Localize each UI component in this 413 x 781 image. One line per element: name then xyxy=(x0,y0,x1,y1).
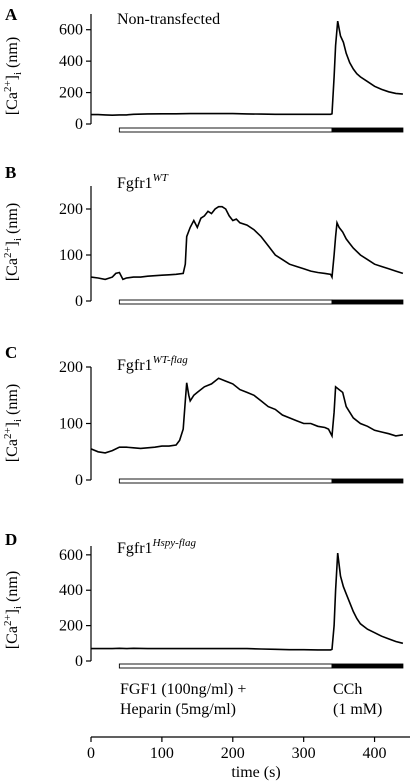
calcium-trace-line xyxy=(90,377,404,454)
y-axis: 0 100 200 xyxy=(59,359,92,489)
panel-letter: B xyxy=(5,163,16,182)
cch-treatment-bar xyxy=(331,127,404,133)
y-tick-label: 600 xyxy=(59,22,83,39)
y-tick-label: 600 xyxy=(59,547,83,564)
y-tick-label: 200 xyxy=(59,201,83,218)
y-axis-label: [Ca2+]i (nm) xyxy=(2,203,24,281)
panel-letter: D xyxy=(5,530,17,549)
y-axis: 0 200 400 600 xyxy=(59,546,92,670)
time-axis-ticks: 0 100 200 300 400 xyxy=(87,737,387,762)
y-tick-label: 200 xyxy=(59,85,83,102)
x-tick-label: 300 xyxy=(292,745,316,762)
x-tick-label: 0 xyxy=(87,745,95,762)
panel-title: Non-transfected xyxy=(117,11,220,28)
fgf1-treatment-bar xyxy=(118,478,333,484)
fgf1-label-line2: Heparin (5mg/ml) xyxy=(120,701,236,718)
fgf1-label-line1: FGF1 (100ng/ml) + xyxy=(120,681,246,698)
y-tick-label: 0 xyxy=(75,653,83,670)
x-tick-label: 400 xyxy=(363,745,387,762)
y-axis: 0 100 200 xyxy=(59,186,92,310)
panel-c: C Fgfr1WT-flag [Ca2+]i (nm) 0 100 200 xyxy=(2,343,404,489)
y-axis-label: [Ca2+]i (nm) xyxy=(2,571,24,649)
panel-letter: C xyxy=(5,343,17,362)
cch-treatment-bar xyxy=(331,663,404,669)
time-axis: 0 100 200 300 400 time (s) xyxy=(87,736,410,781)
y-tick-label: 100 xyxy=(59,416,83,433)
y-tick-label: 200 xyxy=(59,359,83,376)
y-tick-label: 200 xyxy=(59,618,83,635)
y-tick-label: 100 xyxy=(59,247,83,264)
panel-title: Fgfr1Hspy-flag xyxy=(117,537,196,557)
treatment-labels: FGF1 (100ng/ml) + Heparin (5mg/ml) CCh (… xyxy=(120,681,382,718)
fgf1-treatment-bar xyxy=(118,299,333,305)
panel-title: Fgfr1WT xyxy=(117,172,169,192)
panel-a: A Non-transfected [Ca2+]i (nm) 0 200 400 60… xyxy=(2,5,404,133)
y-tick-label: 0 xyxy=(75,116,83,133)
cch-label-line2: (1 mM) xyxy=(333,701,382,718)
y-tick-label: 0 xyxy=(75,293,83,310)
panel-d: D Fgfr1Hspy-flag [Ca2+]i (nm) 0 200 400 600 xyxy=(2,530,404,670)
cch-treatment-bar xyxy=(331,478,404,484)
y-tick-label: 0 xyxy=(75,472,83,489)
y-axis-label: [Ca2+]i (nm) xyxy=(2,37,24,115)
y-tick-label: 400 xyxy=(59,53,83,70)
calcium-trace-line xyxy=(90,205,404,281)
y-tick-label: 400 xyxy=(59,582,83,599)
fgf1-treatment-bar xyxy=(118,127,333,133)
x-tick-label: 200 xyxy=(221,745,245,762)
y-axis: 0 200 400 600 xyxy=(59,14,92,133)
y-axis-label: [Ca2+]i (nm) xyxy=(2,384,24,462)
x-tick-label: 100 xyxy=(150,745,174,762)
panel-title: Fgfr1WT-flag xyxy=(117,354,188,374)
panel-letter: A xyxy=(5,5,18,24)
fgf1-treatment-bar xyxy=(118,663,333,669)
panel-b: B Fgfr1WT [Ca2+]i (nm) 0 100 200 xyxy=(2,163,404,310)
time-axis-label: time (s) xyxy=(231,764,280,781)
calcium-trace-line xyxy=(91,553,404,651)
cch-treatment-bar xyxy=(331,299,404,305)
cch-label-line1: CCh xyxy=(333,681,362,698)
calcium-trace-line xyxy=(91,20,403,117)
